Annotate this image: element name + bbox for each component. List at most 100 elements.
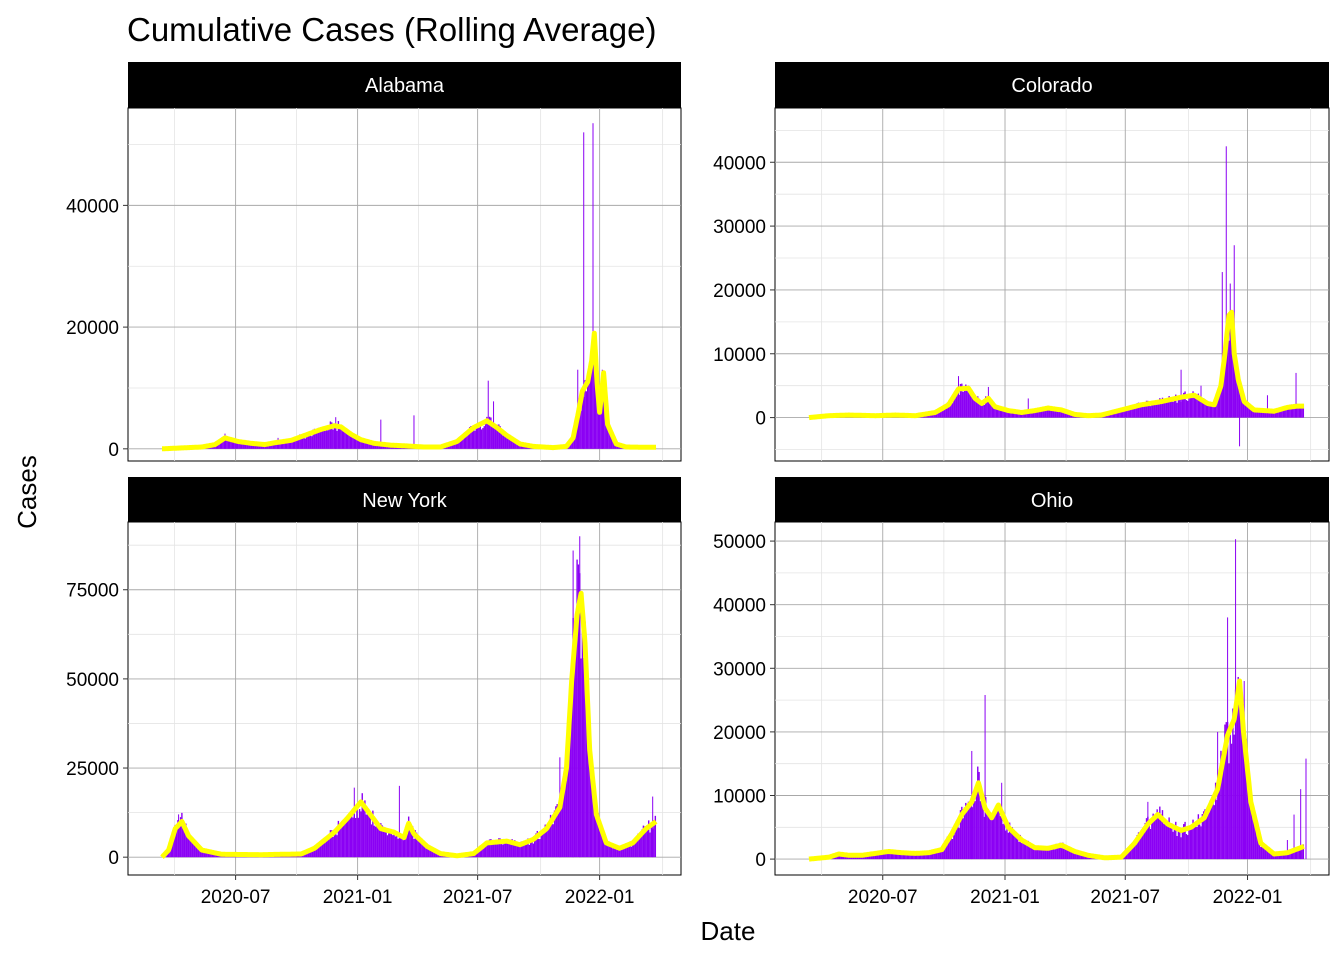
y-tick-label: 10000	[713, 786, 766, 807]
gridlines-alabama	[128, 108, 681, 461]
daily-case-bar	[1056, 410, 1059, 418]
daily-case-bar	[1046, 409, 1048, 418]
y-tick-label: 10000	[713, 345, 766, 366]
daily-case-bar	[653, 820, 655, 858]
daily-case-bar	[507, 437, 509, 449]
daily-case-bar	[934, 412, 936, 418]
daily-case-bar	[564, 781, 566, 858]
daily-case-bar	[1148, 403, 1150, 418]
daily-case-bar	[899, 851, 902, 860]
daily-case-bar	[1125, 852, 1128, 860]
daily-case-bar	[344, 429, 346, 449]
daily-case-bar	[1188, 394, 1190, 418]
daily-case-bar	[1202, 811, 1205, 860]
daily-case-bar	[511, 436, 513, 449]
daily-case-bar	[1270, 412, 1273, 418]
daily-case-bar	[301, 434, 304, 449]
daily-case-bar	[447, 445, 450, 449]
daily-case-bar	[409, 829, 411, 858]
daily-case-bar	[487, 842, 489, 858]
daily-case-bar	[187, 836, 190, 858]
daily-case-bar	[910, 853, 913, 860]
daily-case-spike	[1286, 840, 1288, 860]
daily-case-bar	[516, 844, 519, 858]
daily-case-bar	[329, 421, 332, 449]
daily-case-bar	[1128, 410, 1130, 418]
daily-case-bar	[882, 850, 885, 860]
daily-case-bar	[985, 797, 987, 860]
daily-case-bar	[1169, 400, 1172, 418]
daily-case-bar	[323, 841, 325, 858]
daily-case-spike	[1239, 417, 1241, 447]
daily-case-bar	[919, 853, 922, 860]
daily-case-bar	[194, 844, 196, 858]
daily-case-bar	[1260, 847, 1262, 860]
daily-case-bar	[966, 804, 968, 860]
daily-case-bar	[500, 431, 503, 449]
daily-case-bar	[483, 426, 485, 449]
daily-case-bar	[1011, 827, 1014, 860]
daily-case-bar	[610, 843, 613, 858]
daily-case-bar	[1197, 814, 1200, 860]
daily-case-bar	[1066, 411, 1068, 418]
daily-case-bar	[500, 841, 503, 858]
daily-case-bar	[1196, 827, 1198, 860]
daily-case-spike	[398, 785, 400, 858]
daily-case-bar	[372, 810, 374, 858]
daily-case-bar	[195, 846, 198, 858]
daily-case-spike	[1293, 814, 1295, 860]
daily-case-bar	[1205, 816, 1208, 860]
daily-case-bar	[1007, 832, 1010, 860]
daily-case-bar	[342, 822, 345, 858]
x-tick-label: 2020-07	[201, 887, 271, 908]
daily-case-bar	[1051, 847, 1053, 860]
daily-case-bar	[299, 434, 301, 449]
daily-case-bar	[388, 833, 390, 858]
daily-case-bar	[1294, 849, 1297, 860]
daily-case-bar	[350, 434, 353, 449]
daily-case-bar	[548, 828, 550, 858]
daily-case-bar	[1189, 829, 1192, 860]
daily-case-bar	[993, 812, 995, 860]
daily-case-bar	[1184, 821, 1186, 860]
daily-case-bar	[1269, 852, 1271, 860]
daily-case-bar	[1143, 826, 1145, 860]
daily-case-bar	[410, 829, 413, 858]
daily-case-bar	[622, 849, 625, 858]
daily-case-bar	[488, 839, 491, 858]
daily-case-bar	[986, 808, 988, 860]
daily-case-spike	[1001, 782, 1003, 860]
daily-case-bar	[1274, 409, 1277, 418]
x-axis-new-york: 2020-07 2021-01 2021-07 2022-01	[201, 875, 635, 908]
daily-case-bar	[532, 843, 535, 858]
daily-case-bar	[1213, 406, 1216, 418]
daily-case-bar	[262, 445, 264, 449]
daily-case-bar	[1237, 676, 1239, 860]
strip-label-new-york: New York	[362, 490, 447, 512]
daily-case-bar	[587, 683, 589, 858]
y-tick-label: 0	[755, 409, 766, 430]
daily-case-bar	[1254, 411, 1257, 418]
daily-case-bar	[339, 425, 341, 449]
daily-case-bar	[198, 847, 200, 858]
daily-case-bar	[463, 433, 466, 449]
daily-case-bar	[1302, 404, 1305, 418]
daily-case-bar	[1133, 404, 1136, 418]
daily-case-bar	[421, 843, 423, 858]
daily-case-bar	[1004, 411, 1007, 418]
daily-case-bar	[1156, 400, 1158, 418]
daily-case-bar	[1185, 834, 1188, 860]
daily-case-bar	[878, 853, 881, 860]
daily-case-bar	[1034, 849, 1036, 860]
daily-case-bar	[1273, 409, 1275, 418]
daily-case-bar	[529, 839, 532, 858]
daily-case-bar	[203, 851, 206, 858]
daily-case-bar	[1112, 411, 1115, 418]
daily-case-bar	[354, 439, 357, 449]
strip-label-ohio: Ohio	[1031, 490, 1073, 512]
daily-case-bar	[962, 818, 964, 860]
daily-case-bar	[589, 361, 592, 449]
daily-case-bar	[909, 854, 911, 860]
daily-case-bar	[425, 847, 427, 858]
